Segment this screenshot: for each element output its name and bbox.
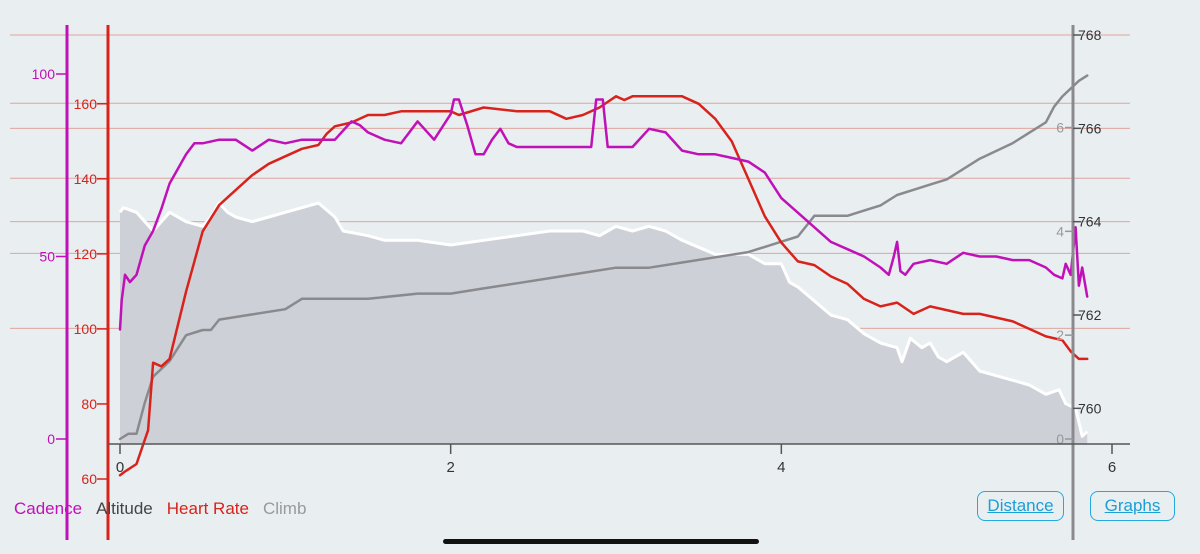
cadence-tick-label: 0 xyxy=(47,431,55,447)
cadence-tick-label: 50 xyxy=(39,249,55,265)
altitude-tick-label: 764 xyxy=(1078,214,1102,230)
x-tick-label: 4 xyxy=(777,459,785,476)
heart-rate-tick-label: 140 xyxy=(74,171,98,187)
x-tick-label: 6 xyxy=(1108,459,1116,476)
heart-rate-tick-label: 100 xyxy=(74,321,98,337)
climb-tick-label: 0 xyxy=(1056,431,1064,447)
legend-altitude: Altitude xyxy=(96,499,153,518)
heart-rate-tick-label: 80 xyxy=(81,396,97,412)
altitude-tick-label: 768 xyxy=(1078,27,1102,43)
legend: Cadence Altitude Heart Rate Climb xyxy=(14,499,306,519)
legend-cadence: Cadence xyxy=(14,499,83,518)
home-indicator xyxy=(443,539,759,544)
climb-tick-label: 6 xyxy=(1056,120,1064,136)
climb-tick-label: 4 xyxy=(1056,223,1064,239)
legend-climb: Climb xyxy=(262,499,307,518)
altitude-line xyxy=(118,201,1089,438)
cadence-line xyxy=(118,98,1089,331)
altitude-tick-label: 762 xyxy=(1078,307,1102,323)
climb-line xyxy=(118,74,1089,441)
graphs-button[interactable]: Graphs xyxy=(1090,491,1175,521)
heart-rate-tick-label: 120 xyxy=(74,246,98,262)
heart-rate-line xyxy=(118,95,1089,477)
altitude-tick-label: 766 xyxy=(1078,120,1102,136)
altitude-tick-label: 760 xyxy=(1078,400,1102,416)
heart-rate-tick-label: 60 xyxy=(81,471,97,487)
distance-button[interactable]: Distance xyxy=(977,491,1064,521)
x-tick-label: 2 xyxy=(446,459,454,476)
legend-heart-rate: Heart Rate xyxy=(166,499,249,518)
climb-tick-label: 2 xyxy=(1056,327,1064,343)
cadence-tick-label: 100 xyxy=(32,66,56,82)
x-tick-label: 0 xyxy=(116,459,124,476)
heart-rate-tick-label: 160 xyxy=(74,96,98,112)
altitude-area xyxy=(120,203,1088,444)
